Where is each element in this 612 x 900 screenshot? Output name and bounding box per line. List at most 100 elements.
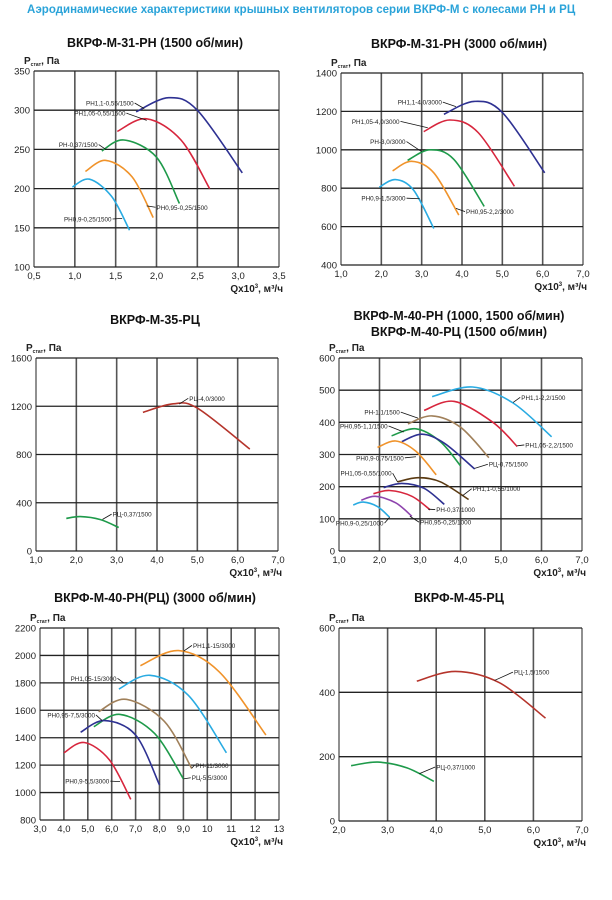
series-curve xyxy=(352,501,391,518)
x-tick-label: 5,0 xyxy=(496,269,509,280)
y-axis-label-unit: , Па xyxy=(41,56,60,67)
y-tick-label: 1000 xyxy=(316,145,337,156)
x-tick-label: 7,0 xyxy=(575,555,588,566)
chart-3: 1,0 2,0 3,0 4,0 5,0 6,0 7,0 0 400 800 1200 1600Pста… xyxy=(11,343,285,579)
y-tick-label: 400 xyxy=(16,498,32,509)
y-axis-label-unit: , Па xyxy=(348,58,367,69)
x-axis-label-main: Qx10 xyxy=(230,837,255,848)
series-label: РН0,95-2,2/3000 xyxy=(466,209,514,216)
label-leader-line xyxy=(117,677,124,684)
x-tick-label: 4,0 xyxy=(455,269,468,280)
series-curve xyxy=(118,674,228,754)
chart-title-4a: ВКРФ-М-40-РН (1000, 1500 об/мин) xyxy=(353,309,565,323)
y-tick-label: 200 xyxy=(14,184,30,195)
label-leader-line xyxy=(455,207,466,212)
y-tick-label: 1800 xyxy=(15,678,36,689)
series-curve xyxy=(423,119,516,187)
series-curve xyxy=(116,117,211,190)
x-axis-label: Qx103, м³/ч xyxy=(533,838,586,849)
x-axis-label-main: Qx10 xyxy=(230,284,255,295)
y-axis-label-main: P xyxy=(24,56,31,67)
x-tick-label: 7,0 xyxy=(576,269,589,280)
label-leader-line xyxy=(183,645,193,652)
series-label: РЦ-0,37/1000 xyxy=(436,765,475,772)
series-curve xyxy=(407,415,490,459)
x-tick-label: 6,0 xyxy=(527,825,540,836)
x-axis-label-main: Qx10 xyxy=(533,838,558,849)
y-axis-label: Pстат, Па xyxy=(329,613,365,625)
x-tick-label: 3,0 xyxy=(232,271,245,282)
y-tick-label: 600 xyxy=(319,624,335,635)
series-label: РЦ-5,5/3000 xyxy=(192,775,228,782)
x-tick-label: 4,0 xyxy=(430,825,443,836)
series-label: РЦ-0,75/1500 xyxy=(489,462,528,469)
x-tick-label: 10 xyxy=(202,824,213,835)
chart-title-4b: ВКРФ-М-40-РЦ (1500 об/мин) xyxy=(370,325,548,339)
y-axis-label-main: P xyxy=(26,343,33,354)
chart-5: 3,0 4,0 5,0 6,0 7,0 8,0 9,0 10 11 12 13 800 1000 1200… xyxy=(15,613,284,848)
x-tick-label: 5,0 xyxy=(81,824,94,835)
series-label: РН0,9-5,5/3000 xyxy=(65,779,110,786)
y-tick-label: 600 xyxy=(321,222,337,233)
series-curve xyxy=(416,670,546,719)
label-leader-line xyxy=(462,488,472,496)
label-leader-line xyxy=(474,463,488,469)
series-curve xyxy=(350,761,435,783)
series-curve xyxy=(383,482,445,506)
x-axis-label: Qx103, м³/ч xyxy=(533,568,586,579)
label-leader-line xyxy=(517,444,525,447)
series-label: РН-1,1/1500 xyxy=(364,410,400,417)
y-tick-label: 1200 xyxy=(15,761,36,772)
label-leader-line xyxy=(102,513,112,520)
label-leader-line xyxy=(134,102,145,109)
label-leader-line xyxy=(442,101,457,107)
x-tick-label: 6,0 xyxy=(535,555,548,566)
y-tick-label: 800 xyxy=(20,816,36,827)
label-leader-line xyxy=(494,671,514,681)
y-axis-label-main: P xyxy=(329,613,336,624)
x-axis-label-sup: 3 xyxy=(255,837,259,843)
series-curve xyxy=(63,741,132,800)
x-axis-label-main: Qx10 xyxy=(533,568,558,579)
series-label: РН1,1-15/3000 xyxy=(193,643,236,650)
series-curve xyxy=(397,476,470,501)
label-leader-line xyxy=(98,144,107,150)
x-tick-label: 3,0 xyxy=(413,555,426,566)
series-label: РЦ-1,5/1500 xyxy=(514,670,550,677)
chart-title-3: ВКРФ-М-35-РЦ xyxy=(110,313,200,327)
y-tick-label: 0 xyxy=(330,817,335,828)
series-label: РН0,9-0,25/1500 xyxy=(64,217,112,224)
series-label: РН1,1-0,55/1500 xyxy=(86,100,134,107)
series-curve xyxy=(423,400,518,448)
series-label: РН1,05-15/3000 xyxy=(71,676,117,683)
series-curve xyxy=(361,495,413,517)
label-leader-line xyxy=(183,777,191,780)
series-label: РН-0,37/1500 xyxy=(59,142,98,149)
y-tick-label: 300 xyxy=(319,450,335,461)
x-tick-label: 5,0 xyxy=(191,555,204,566)
y-axis-label-sub: стат xyxy=(336,349,347,355)
label-leader-line xyxy=(406,197,420,200)
y-tick-label: 150 xyxy=(14,223,30,234)
x-tick-label: 3,0 xyxy=(33,824,46,835)
x-tick-label: 5,0 xyxy=(478,825,491,836)
y-axis-label-unit: , Па xyxy=(346,613,365,624)
series-label: РН1,05-2,2/1500 xyxy=(525,442,573,449)
label-leader-line xyxy=(178,397,189,405)
series-curve xyxy=(142,402,251,450)
series-label: РН0,9-1,5/3000 xyxy=(361,196,406,203)
y-tick-label: 800 xyxy=(16,450,32,461)
series-label: РН1,1-0,55/1000 xyxy=(473,486,521,493)
series-curve xyxy=(140,649,267,736)
x-axis-label-sup: 3 xyxy=(558,838,562,844)
x-axis-label-sup: 3 xyxy=(559,282,563,288)
page-header: Аэродинамические характеристики крышных … xyxy=(27,4,576,16)
label-leader-line xyxy=(419,766,436,775)
chart-1: 0,5 1,0 1,5 2,0 2,5 3,0 3,5 100 150 200 250 300 350P… xyxy=(14,56,285,295)
series-label: РН-0,37/1000 xyxy=(436,507,475,514)
label-leader-line xyxy=(126,112,147,121)
chart-title-5: ВКРФ-М-40-РН(РЦ) (3000 об/мин) xyxy=(54,591,256,605)
x-axis-label: Qx103, м³/ч xyxy=(230,284,283,295)
x-axis-label-main: Qx10 xyxy=(229,568,254,579)
